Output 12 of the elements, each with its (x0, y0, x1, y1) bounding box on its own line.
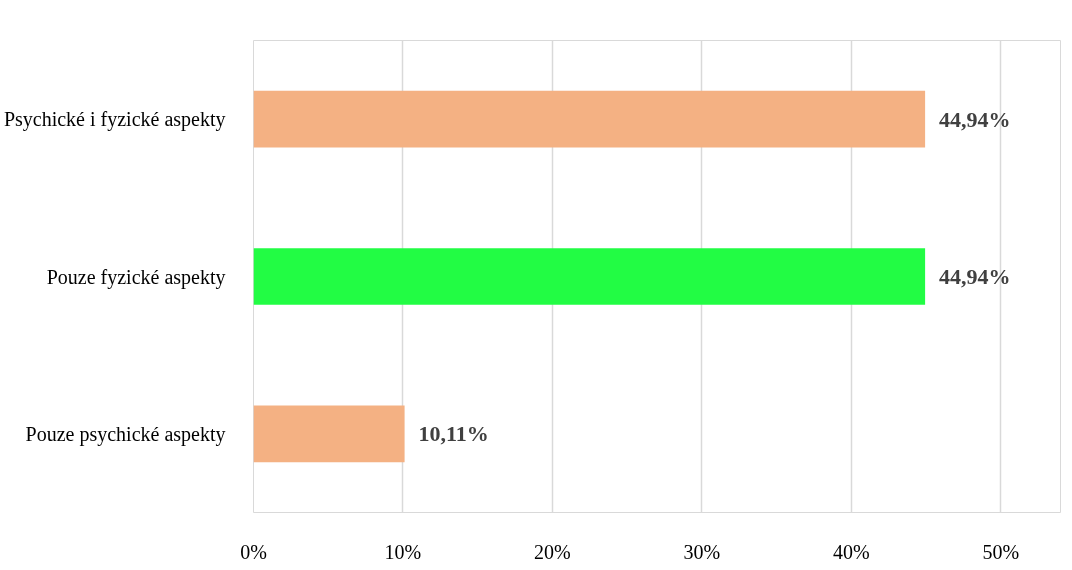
x-tick-label: 50% (982, 540, 1020, 563)
data-label: 44,94% (939, 264, 1011, 289)
x-tick-label: 10% (384, 540, 422, 563)
data-label: 44,94% (939, 106, 1011, 132)
y-tick-label: Pouze psychické aspekty (25, 422, 226, 446)
x-tick-label: 30% (683, 540, 721, 563)
x-tick-label: 20% (534, 540, 571, 563)
x-tick-label: 40% (832, 540, 870, 563)
data-label: 10,11% (418, 421, 489, 447)
y-tick-label: Psychické i fyzické aspekty (3, 108, 226, 132)
x-tick-label: 0% (240, 540, 267, 563)
y-tick-label: Pouze fyzické aspekty (46, 265, 226, 289)
